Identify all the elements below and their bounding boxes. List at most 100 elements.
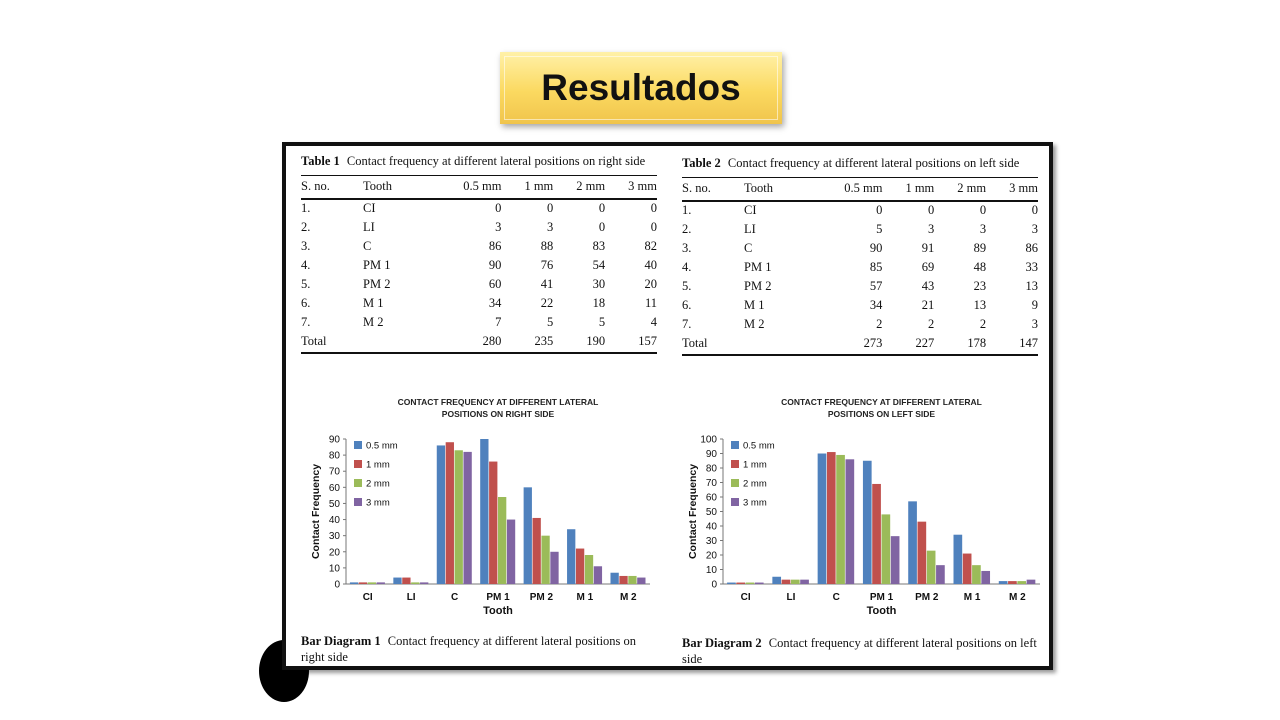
table-cell: 6.	[682, 298, 692, 312]
table2-header-cell: 2 mm	[934, 177, 987, 202]
y-tick-label: 10	[706, 565, 718, 576]
legend-swatch	[731, 479, 739, 487]
table-cell: C	[744, 241, 753, 255]
y-tick-label: 90	[706, 449, 718, 460]
bar-3-mm-C	[463, 451, 472, 584]
bar-0-5-mm-PM2	[523, 487, 532, 584]
table2-header-row: S. no. Tooth 0.5 mm 1 mm 2 mm 3 mm	[682, 177, 1038, 202]
table-cell: 7.	[301, 315, 311, 329]
bar-diagram2-caption-text: Contact frequency at different lateral p…	[682, 636, 1037, 666]
bar-0-5-mm-M2	[610, 572, 619, 584]
table-row: 1. CI 0 0 0 0	[301, 199, 657, 219]
table-cell: 157	[605, 333, 657, 354]
table-cell: 227	[882, 335, 935, 356]
table-cell: 22	[540, 296, 554, 310]
legend-label: 2 mm	[366, 479, 390, 490]
legend-label: 2 mm	[743, 479, 767, 490]
table-cell: 34	[488, 296, 502, 310]
y-tick-label: 50	[706, 507, 718, 518]
table-cell: Total	[301, 333, 341, 354]
table-cell: 18	[592, 296, 606, 310]
table-cell: 3	[495, 220, 502, 234]
table-cell: 76	[540, 258, 554, 272]
table-cell: 30	[592, 277, 606, 291]
legend-swatch	[354, 498, 362, 506]
bar-0-5-mm-M1	[567, 529, 576, 584]
bar-3-mm-M1	[593, 566, 603, 584]
y-tick-label: 0	[711, 580, 717, 591]
chart-title-line: POSITIONS ON LEFT SIDE	[828, 409, 936, 419]
legend-label: 1 mm	[743, 460, 767, 471]
bar-2-mm-LI	[411, 582, 420, 584]
table-cell: 86	[488, 239, 502, 253]
table-cell: 2	[876, 317, 883, 331]
table-cell: M 2	[363, 315, 384, 329]
table-cell: 21	[921, 298, 935, 312]
bar-2-mm-PM1	[881, 514, 891, 584]
legend-swatch	[354, 460, 362, 468]
legend-swatch	[731, 460, 739, 468]
bar-1-mm-PM2	[532, 517, 541, 584]
bar-diagram2-caption: Bar Diagram 2 Contact frequency at diffe…	[682, 636, 1042, 667]
bar-0-5-mm-CI	[349, 582, 359, 584]
table-cell: 0	[495, 201, 502, 215]
bar-3-mm-PM2	[936, 565, 945, 584]
table-cell: 88	[540, 239, 554, 253]
bar-2-mm-PM2	[926, 550, 936, 584]
table-cell: PM 1	[744, 260, 772, 274]
table-cell: 4.	[301, 258, 311, 272]
legend-swatch	[354, 441, 362, 449]
x-tick-label: PM 2	[530, 592, 554, 603]
x-axis-label: Tooth	[867, 605, 897, 617]
table-cell: 5.	[301, 277, 311, 291]
table-row: 2. LI 3 3 0 0	[301, 219, 657, 238]
bar-0-5-mm-PM2	[908, 501, 917, 584]
table2-header-cell: 3 mm	[986, 177, 1038, 202]
table-cell: M 1	[744, 298, 765, 312]
bar-2-mm-M1	[584, 555, 594, 584]
table-cell: 0	[876, 203, 883, 217]
table1-header-cell: 3 mm	[605, 175, 657, 200]
bar-3-mm-LI	[420, 582, 429, 584]
table-cell: 5	[547, 315, 554, 329]
table-cell: 3	[547, 220, 554, 234]
y-tick-label: 40	[706, 522, 718, 533]
bar-3-mm-CI	[754, 582, 764, 584]
table-cell: 83	[592, 239, 606, 253]
bar-3-mm-M1	[981, 570, 991, 584]
bar-0-5-mm-M2	[998, 581, 1008, 584]
bar-1-mm-PM1	[489, 461, 498, 584]
table-cell: 2	[928, 317, 935, 331]
table-cell: 3.	[301, 239, 311, 253]
table-cell: 13	[1025, 279, 1039, 293]
bar-1-mm-M1	[575, 548, 585, 584]
x-tick-label: CI	[363, 592, 373, 603]
bar-1-mm-M2	[1008, 581, 1017, 584]
y-tick-label: 90	[329, 435, 341, 446]
x-tick-label: LI	[786, 592, 795, 603]
bar-2-mm-CI	[745, 582, 755, 584]
legend-swatch	[354, 479, 362, 487]
table-cell: 2.	[682, 222, 692, 236]
table2-caption-text: Contact frequency at different lateral p…	[727, 156, 1020, 170]
table-cell: 0	[650, 201, 657, 215]
table-cell: 280	[432, 333, 502, 354]
table-cell: 1.	[682, 203, 692, 217]
table-cell: 13	[973, 298, 987, 312]
bar-3-mm-LI	[800, 579, 809, 584]
legend-label: 3 mm	[743, 498, 767, 509]
table-row: 5. PM 2 57 43 23 13	[682, 278, 1038, 297]
bar-1-mm-C	[826, 452, 836, 584]
bar-3-mm-M2	[637, 577, 646, 584]
x-tick-label: C	[451, 592, 458, 603]
bar-chart-left-side: CONTACT FREQUENCY AT DIFFERENT LATERAL PO…	[687, 397, 1040, 617]
x-axis-label: Tooth	[483, 605, 513, 617]
bar-1-mm-LI	[781, 579, 791, 584]
table2-header-cell: 1 mm	[882, 177, 935, 202]
table-cell: 40	[644, 258, 658, 272]
y-tick-label: 0	[334, 580, 340, 591]
bar-2-mm-CI	[367, 582, 377, 584]
table-row: 7. M 2 2 2 2 3	[682, 316, 1038, 335]
legend-label: 3 mm	[366, 498, 390, 509]
y-tick-label: 80	[329, 451, 341, 462]
